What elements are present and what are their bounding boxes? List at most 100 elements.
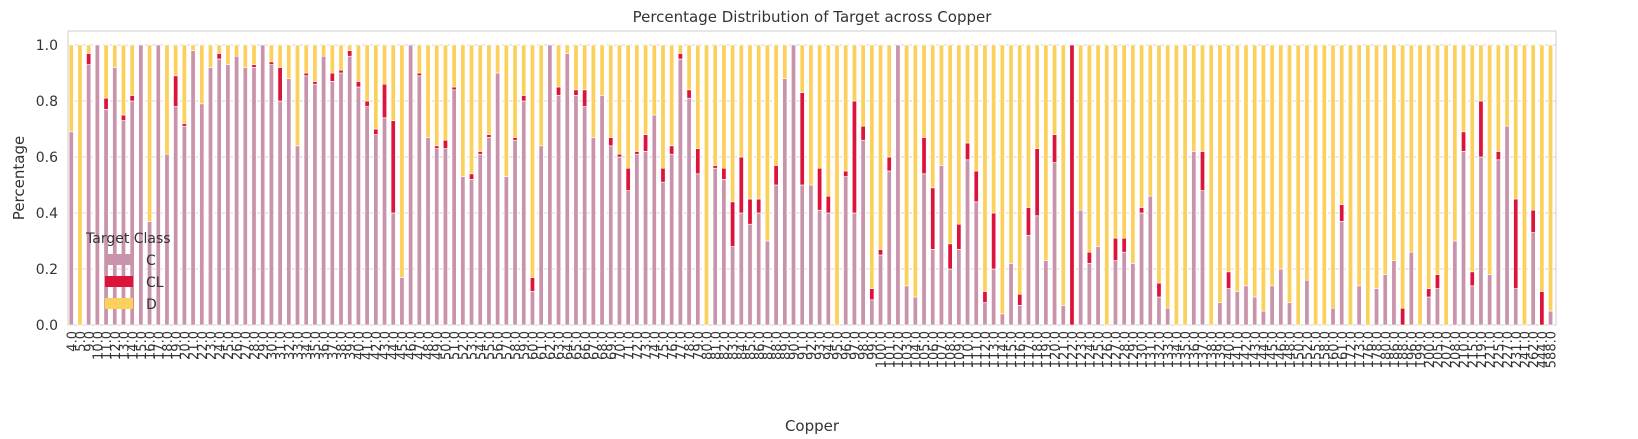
bar-segment — [556, 86, 562, 96]
bar-segment — [999, 44, 1005, 315]
bar-segment — [851, 100, 857, 214]
bar-segment — [782, 78, 788, 326]
bar-segment — [1539, 44, 1545, 292]
bar-segment — [1191, 151, 1197, 326]
bar-segment — [608, 44, 614, 138]
bar-segment — [181, 123, 187, 127]
y-tick-label: 0.4 — [36, 206, 58, 222]
bar-segment — [1374, 288, 1380, 326]
x-tick-label: 16.0 — [144, 331, 159, 360]
bar-segment — [556, 95, 562, 326]
bar-segment — [190, 44, 196, 51]
bar-segment — [495, 44, 501, 74]
bar-segment — [1121, 44, 1127, 239]
bar-segment — [512, 44, 518, 138]
bar-segment — [355, 81, 361, 88]
bar-segment — [1400, 44, 1406, 309]
bar-segment — [973, 170, 979, 203]
x-tick-label: 92.0 — [805, 331, 820, 360]
bar-segment — [434, 145, 440, 149]
bar-segment — [756, 212, 762, 326]
bar-segment — [843, 170, 849, 177]
bar-segment — [329, 44, 335, 74]
bar-segment — [634, 151, 640, 155]
bar-segment — [660, 181, 666, 326]
bar-segment — [68, 131, 74, 326]
x-tick-label: 121.0 — [1057, 331, 1072, 368]
bar-segment — [843, 176, 849, 326]
bar-segment — [1217, 302, 1223, 326]
bar-segment — [930, 249, 936, 326]
bar-segment — [599, 44, 605, 96]
bar-segment — [390, 44, 396, 121]
x-tick-label: 133.0 — [1162, 331, 1177, 368]
x-tick-label: 105.0 — [918, 331, 933, 368]
x-tick-label: 172.0 — [1345, 331, 1360, 368]
bar-segment — [1321, 44, 1327, 326]
x-tick-label: 5.0 — [74, 331, 89, 352]
bar-segment — [582, 44, 588, 91]
bar-segment — [120, 120, 126, 326]
bar-segment — [660, 167, 666, 183]
x-tick-label: 210.0 — [1458, 331, 1473, 368]
bar-segment — [669, 44, 675, 147]
bar-segment — [991, 44, 997, 214]
bar-segment — [434, 148, 440, 326]
bar-segment — [582, 89, 588, 107]
x-tick-label: 262.0 — [1527, 331, 1542, 368]
bar-segment — [77, 44, 83, 326]
legend-title: Target Class — [85, 231, 171, 247]
x-tick-label: 123.0 — [1075, 331, 1090, 368]
x-tick-label: 103.0 — [901, 331, 916, 368]
bar-segment — [1269, 44, 1275, 287]
bar-segment — [129, 95, 135, 102]
bar-segment — [329, 81, 335, 326]
bar-segment — [208, 44, 213, 68]
x-tick-label: 14.0 — [126, 331, 141, 360]
bar-segment — [1191, 44, 1197, 152]
bar-segment — [120, 44, 126, 116]
x-tick-label: 128.0 — [1118, 331, 1133, 368]
bar-segment — [878, 44, 884, 250]
bar-segment — [1495, 44, 1501, 152]
y-tick-label: 0.8 — [36, 94, 58, 110]
bar-segment — [1287, 302, 1292, 326]
x-tick-label: 97.0 — [849, 331, 864, 360]
bar-segment — [190, 50, 196, 326]
bar-segment — [643, 134, 649, 152]
x-tick-label: 140.0 — [1223, 331, 1238, 368]
x-tick-label: 32.0 — [283, 331, 298, 360]
bar-segment — [712, 44, 718, 166]
bar-segment — [773, 184, 779, 326]
bar-segment — [1069, 44, 1075, 326]
bar-segment — [695, 148, 701, 175]
bar-segment — [86, 53, 92, 65]
x-tick-label: 135.0 — [1179, 331, 1194, 368]
bar-segment — [1548, 44, 1554, 312]
x-tick-label: 125.0 — [1092, 331, 1107, 368]
legend-swatch — [105, 298, 133, 309]
x-tick-label: 91.0 — [796, 331, 811, 360]
bar-segment — [1147, 195, 1153, 326]
x-tick-label: 219.0 — [1475, 331, 1490, 368]
bar-segment — [1086, 44, 1092, 253]
x-tick-label: 178.0 — [1371, 331, 1386, 368]
x-tick-label: 122.0 — [1066, 331, 1081, 368]
x-tick-label: 127.0 — [1110, 331, 1125, 368]
x-tick-label: 124.0 — [1083, 331, 1098, 368]
x-tick-label: 35.0 — [309, 331, 324, 360]
bar-segment — [1173, 44, 1179, 326]
bar-segment — [451, 86, 457, 91]
bar-segment — [268, 61, 274, 65]
x-tick-label: 95.0 — [831, 331, 846, 360]
x-tick-label: 60.0 — [527, 331, 542, 360]
bar-segment — [1400, 307, 1406, 326]
bar-segment — [738, 156, 744, 214]
x-tick-label: 30.0 — [265, 331, 280, 360]
x-tick-label: 55.0 — [483, 331, 498, 360]
x-tick-label: 145.0 — [1266, 331, 1281, 368]
bar-segment — [469, 173, 475, 180]
bar-segment — [1513, 44, 1519, 200]
bar-segment — [1139, 212, 1145, 326]
bar-segment — [495, 72, 501, 326]
